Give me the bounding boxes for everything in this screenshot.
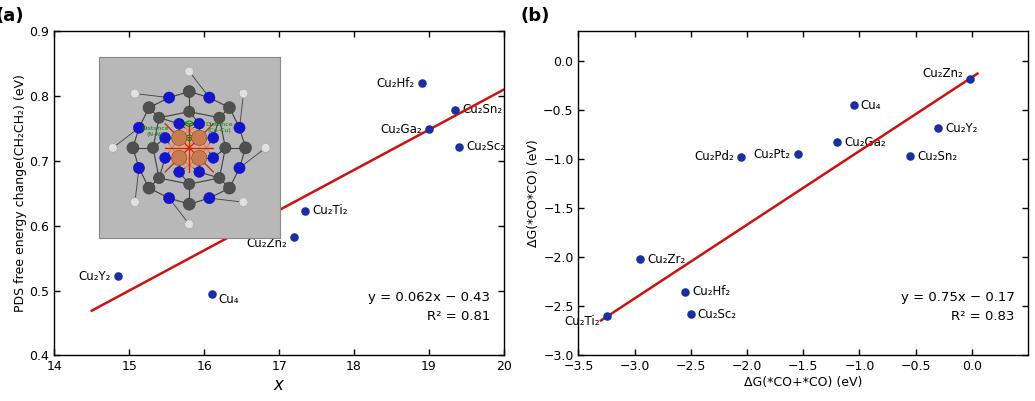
Point [846,102,862,109]
Text: Cu₂Hf₂: Cu₂Hf₂ [377,77,415,89]
Text: Cu₂Pt₂: Cu₂Pt₂ [149,226,186,239]
Point [682,311,699,317]
Point [901,153,918,160]
Text: Cu₂Pd₂: Cu₂Pd₂ [226,190,266,203]
Text: Cu₂Sn₂: Cu₂Sn₂ [917,150,957,163]
Point [286,233,302,240]
Point [110,273,126,279]
Text: Cu₄: Cu₄ [861,99,881,112]
Text: (b): (b) [520,7,550,24]
Text: Cu₂Pt₂: Cu₂Pt₂ [753,148,791,161]
Point [204,291,220,297]
Text: Cu₂Ti₂: Cu₂Ti₂ [564,315,599,328]
Point [447,106,464,113]
Point [598,313,615,319]
Text: Cu₂Y₂: Cu₂Y₂ [945,122,977,135]
Text: y = 0.75x − 0.17
R² = 0.83: y = 0.75x − 0.17 R² = 0.83 [900,291,1014,323]
Point [632,256,649,262]
Point [790,151,806,158]
Point [184,229,201,235]
Text: Cu₂Sc₂: Cu₂Sc₂ [466,140,505,153]
Text: Cu₂Y₂: Cu₂Y₂ [79,270,111,283]
X-axis label: $x$: $x$ [273,376,286,394]
X-axis label: ΔG(*CO+*CO) (eV): ΔG(*CO+*CO) (eV) [744,376,862,389]
Text: Cu₂Ti₂: Cu₂Ti₂ [313,204,348,217]
Text: Cu₂Sn₂: Cu₂Sn₂ [463,103,502,116]
Point [829,139,846,146]
Text: Cu₂Pd₂: Cu₂Pd₂ [694,150,735,164]
Point [733,154,749,160]
Y-axis label: PDS free energy change(CH₂CH₂) (eV): PDS free energy change(CH₂CH₂) (eV) [13,74,27,312]
Text: y = 0.062x − 0.43
R² = 0.81: y = 0.062x − 0.43 R² = 0.81 [368,291,491,323]
Text: (a): (a) [0,7,25,24]
Point [297,208,314,214]
Text: Cu₂Ga₂: Cu₂Ga₂ [844,136,886,149]
Text: Cu₂Ga₂: Cu₂Ga₂ [381,123,422,136]
Text: Cu₂Zn₂: Cu₂Zn₂ [922,67,963,80]
Point [421,126,438,132]
Y-axis label: ΔG(*CO*CO) (eV): ΔG(*CO*CO) (eV) [527,140,540,247]
Point [677,288,693,295]
Text: Cu₂Sc₂: Cu₂Sc₂ [698,308,737,321]
Point [211,193,228,200]
Text: Cu₂Hf₂: Cu₂Hf₂ [692,285,731,298]
Point [450,144,467,150]
Text: Cu₄: Cu₄ [218,293,239,306]
Point [929,125,946,132]
Text: Cu₂Zr₂: Cu₂Zr₂ [647,253,685,265]
Text: Cu₂Zn₂: Cu₂Zn₂ [246,237,287,250]
Point [413,80,430,86]
Point [962,76,978,83]
